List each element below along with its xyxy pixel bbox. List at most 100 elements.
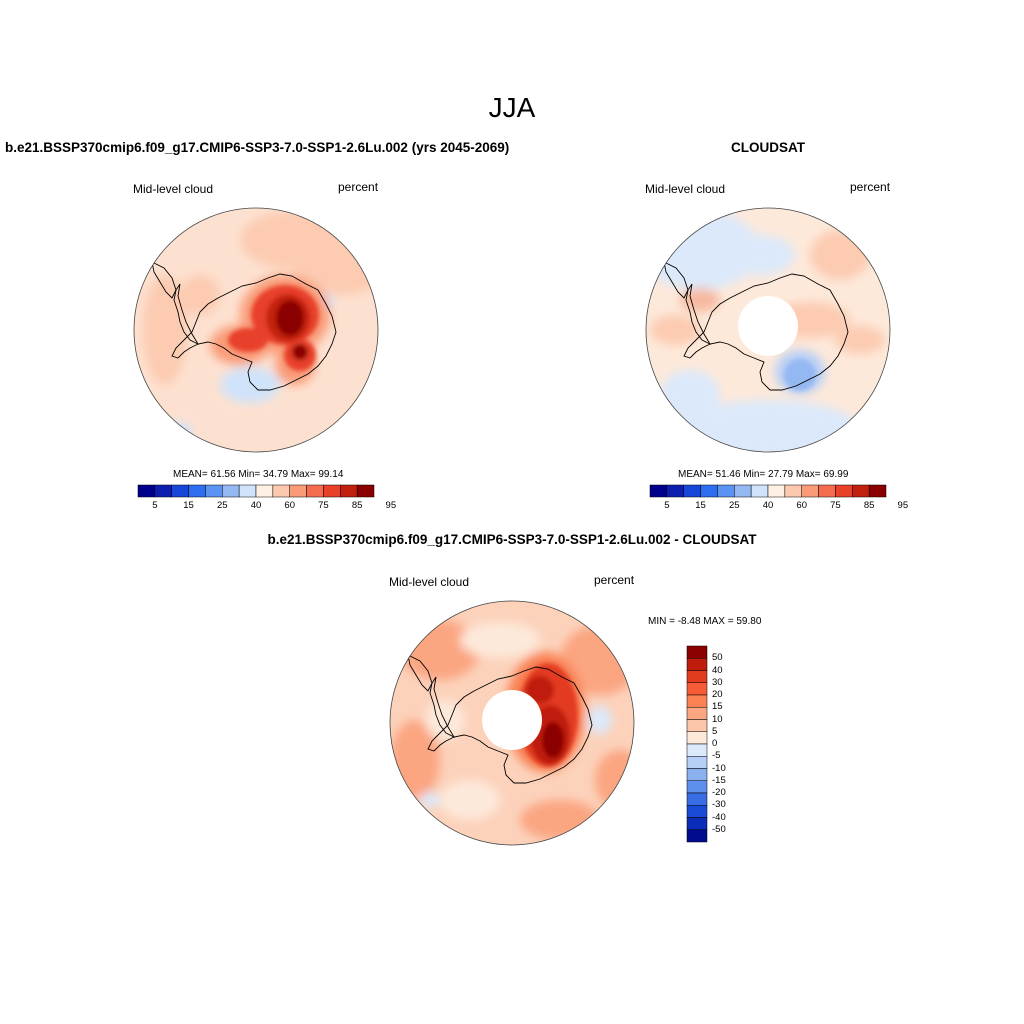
obs-swatch	[683, 484, 701, 498]
model-variable-label: Mid-level cloud	[133, 182, 214, 196]
diff-colorbar-tick-label: -5	[712, 750, 721, 762]
obs-stats: MEAN= 51.46 Min= 27.79 Max= 69.99	[678, 469, 849, 480]
diff-swatch	[686, 682, 708, 696]
diff-swatch	[686, 805, 708, 818]
model-colorbar-tick-label: 75	[318, 500, 329, 511]
model-colorbar-tick-label: 5	[152, 500, 158, 511]
diff-colorbar-tick-label: -15	[712, 774, 726, 786]
diff-swatch	[686, 707, 708, 720]
obs-swatch	[818, 484, 836, 498]
model-colorbar-tick-label: 25	[216, 500, 228, 511]
model-swatch	[289, 484, 307, 498]
obs-map-border	[645, 207, 891, 453]
model-colorbar-tick-label: 40	[250, 500, 262, 511]
obs-swatch	[784, 484, 802, 498]
model-swatch	[137, 484, 156, 498]
diff-map	[389, 600, 635, 846]
diff-swatch	[686, 743, 708, 757]
diff-colorbar-tick-label: -40	[712, 811, 726, 823]
model-swatch	[306, 484, 324, 498]
model-colorbar	[137, 484, 375, 498]
obs-swatch	[666, 484, 684, 498]
diff-variable-label: Mid-level cloud	[389, 575, 470, 589]
model-map	[133, 207, 379, 453]
diff-colorbar-tick-label: -30	[712, 799, 726, 811]
model-swatch	[154, 484, 172, 498]
model-swatch	[171, 484, 189, 498]
diff-swatch	[686, 768, 708, 781]
diff-swatch	[686, 670, 708, 683]
diff-colorbar-tick-label: 5	[712, 725, 718, 737]
model-colorbar-tick-label: 95	[385, 500, 397, 511]
obs-variable-label: Mid-level cloud	[645, 182, 726, 196]
model-swatch	[323, 484, 341, 498]
obs-colorbar-tick-label: 75	[830, 500, 841, 511]
diff-colorbar-tick-label: 40	[712, 664, 723, 676]
diff-swatch	[686, 780, 708, 794]
diff-colorbar-tick-label: -10	[712, 762, 726, 774]
obs-swatch	[852, 484, 870, 498]
diff-colorbar-tick-label: 10	[712, 713, 723, 725]
model-colorbar-tick-label: 85	[351, 500, 363, 511]
diff-colorbar-tick-label: -50	[712, 823, 726, 835]
diff-units-label: percent	[594, 573, 635, 587]
diff-colorbar	[686, 645, 708, 843]
model-panel-title: b.e21.BSSP370cmip6.f09_g17.CMIP6-SSP3-7.…	[5, 140, 510, 155]
diff-stats: MIN = -8.48 MAX = 59.80	[648, 616, 762, 627]
figure-title: JJA	[488, 92, 536, 123]
diff-colorbar-tick-label: 15	[712, 701, 723, 713]
model-swatch	[222, 484, 240, 498]
model-colorbar-tick-label: 15	[183, 500, 194, 511]
obs-panel-title: CLOUDSAT	[731, 140, 805, 155]
obs-swatch	[868, 484, 887, 498]
obs-map	[645, 207, 891, 453]
obs-colorbar-tick-label: 60	[796, 500, 807, 511]
diff-swatch	[686, 829, 708, 843]
obs-swatch	[750, 484, 769, 498]
model-swatch	[238, 484, 257, 498]
obs-colorbar-tick-label: 25	[728, 500, 740, 511]
model-swatch	[356, 484, 375, 498]
diff-panel-title: b.e21.BSSP370cmip6.f09_g17.CMIP6-SSP3-7.…	[267, 532, 757, 547]
model-swatch	[188, 484, 206, 498]
obs-colorbar-tick-label: 95	[897, 500, 909, 511]
diff-swatch	[686, 792, 708, 806]
diff-missing-data-region	[482, 690, 542, 750]
diff-swatch	[686, 645, 708, 659]
diff-colorbar-tick-label: 30	[712, 676, 723, 688]
diff-colorbar-tick-label: 50	[712, 652, 723, 664]
diff-colorbar-tick-label: 0	[712, 738, 718, 749]
obs-colorbar-tick-label: 15	[695, 500, 706, 511]
model-map-border	[133, 207, 379, 453]
diff-colorbar-tick-label: 20	[712, 689, 723, 700]
obs-swatch	[734, 484, 752, 498]
obs-missing-data-region	[738, 296, 798, 356]
model-stats: MEAN= 61.56 Min= 34.79 Max= 99.14	[173, 469, 344, 480]
obs-colorbar-tick-label: 5	[664, 500, 670, 511]
model-swatch	[340, 484, 358, 498]
obs-swatch	[717, 484, 735, 498]
model-swatch	[255, 484, 274, 498]
diff-swatch	[686, 719, 708, 732]
diff-map-border	[389, 600, 635, 846]
obs-swatch	[767, 484, 786, 498]
model-swatch	[205, 484, 223, 498]
diff-swatch	[686, 694, 708, 708]
diff-swatch	[686, 658, 708, 671]
model-units-label: percent	[338, 180, 379, 194]
obs-swatch	[835, 484, 853, 498]
obs-colorbar-tick-label: 85	[863, 500, 875, 511]
obs-swatch	[801, 484, 819, 498]
obs-colorbar	[649, 484, 887, 498]
obs-swatch	[649, 484, 668, 498]
diff-swatch	[686, 756, 708, 769]
model-swatch	[272, 484, 290, 498]
diff-colorbar-tick-label: -20	[712, 787, 726, 798]
obs-swatch	[700, 484, 718, 498]
diff-swatch	[686, 817, 708, 830]
diff-swatch	[686, 731, 708, 745]
model-colorbar-tick-label: 60	[284, 500, 295, 511]
obs-colorbar-tick-label: 40	[762, 500, 774, 511]
obs-units-label: percent	[850, 180, 891, 194]
